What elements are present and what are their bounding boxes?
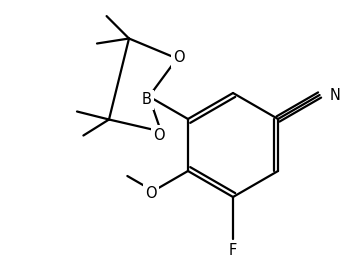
Text: N: N xyxy=(330,88,340,103)
Text: B: B xyxy=(142,92,152,107)
Text: O: O xyxy=(173,51,185,66)
Text: F: F xyxy=(229,243,237,258)
Text: O: O xyxy=(153,128,165,143)
Text: O: O xyxy=(145,186,157,201)
